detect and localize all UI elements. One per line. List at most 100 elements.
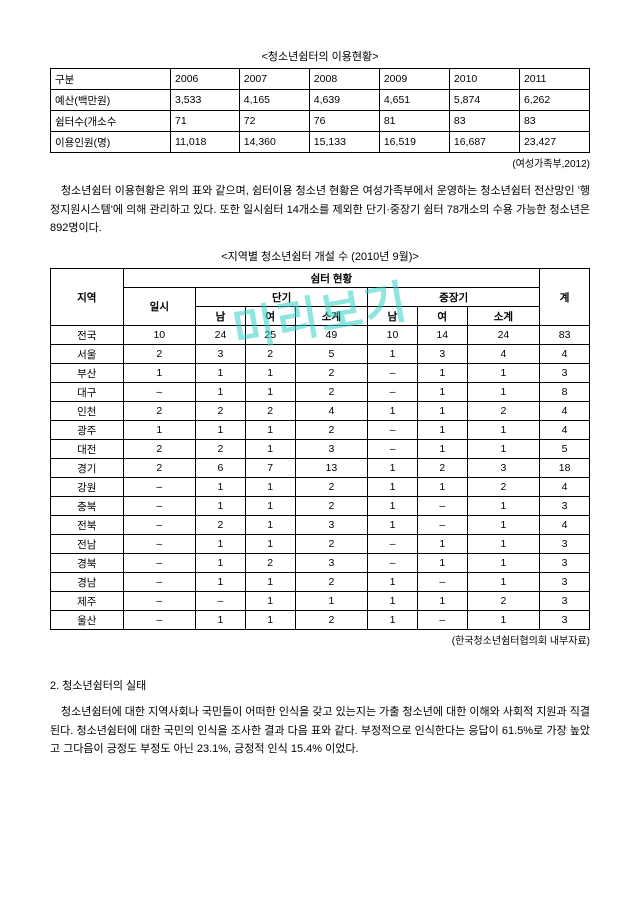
cell: 쉼터수(개소수 — [51, 111, 171, 132]
cell: 2010 — [449, 69, 519, 90]
cell: 1 — [196, 611, 246, 630]
cell: 인천 — [51, 402, 124, 421]
cell: 제주 — [51, 592, 124, 611]
table-row: 대구–112–118 — [51, 383, 590, 402]
cell: 24 — [196, 326, 246, 345]
cell: 3 — [295, 554, 368, 573]
cell: 81 — [379, 111, 449, 132]
cell: 2 — [196, 440, 246, 459]
cell: 1 — [467, 383, 540, 402]
table-row: 지역 쉼터 현황 계 — [51, 269, 590, 288]
table-row: 구분 2006 2007 2008 2009 2010 2011 — [51, 69, 590, 90]
cell: 1 — [295, 592, 368, 611]
cell: 11,018 — [171, 132, 240, 153]
cell: 1 — [417, 478, 467, 497]
cell: 2 — [196, 516, 246, 535]
cell: 2 — [196, 402, 246, 421]
cell: 1 — [368, 516, 418, 535]
cell: 13 — [295, 459, 368, 478]
table2-regional-shelters: 지역 쉼터 현황 계 일시 단기 중장기 남 여 소계 남 여 소계 전국102… — [50, 268, 590, 630]
cell: 1 — [467, 440, 540, 459]
table-row: 전남–112–113 — [51, 535, 590, 554]
cell: 83 — [449, 111, 519, 132]
cell: 83 — [519, 111, 589, 132]
col-ilsi: 일시 — [123, 288, 196, 326]
table-row: 예산(백만원) 3,533 4,165 4,639 4,651 5,874 6,… — [51, 90, 590, 111]
cell: 1 — [196, 535, 246, 554]
cell: 1 — [467, 611, 540, 630]
cell: 1 — [368, 611, 418, 630]
cell: 2 — [295, 535, 368, 554]
cell: 전국 — [51, 326, 124, 345]
cell: 5 — [540, 440, 590, 459]
table-row: 일시 단기 중장기 — [51, 288, 590, 307]
cell: 4 — [540, 516, 590, 535]
cell: – — [123, 497, 196, 516]
cell: 2007 — [239, 69, 309, 90]
cell: 3,533 — [171, 90, 240, 111]
cell: 2 — [295, 364, 368, 383]
cell: – — [368, 421, 418, 440]
cell: – — [123, 383, 196, 402]
cell: 2 — [245, 402, 295, 421]
table-row: 광주1112–114 — [51, 421, 590, 440]
table2-source: (한국청소년쉼터협의회 내부자료) — [50, 632, 590, 647]
table-row: 쉼터수(개소수 71 72 76 81 83 83 — [51, 111, 590, 132]
cell: 10 — [123, 326, 196, 345]
cell: 1 — [417, 421, 467, 440]
cell: 예산(백만원) — [51, 90, 171, 111]
cell: 1 — [245, 592, 295, 611]
table-row: 서울23251344 — [51, 345, 590, 364]
cell: 3 — [196, 345, 246, 364]
cell: 4 — [295, 402, 368, 421]
table-row: 부산1112–113 — [51, 364, 590, 383]
cell: 3 — [417, 345, 467, 364]
cell: 1 — [417, 535, 467, 554]
cell: – — [196, 592, 246, 611]
cell: 3 — [295, 440, 368, 459]
cell: 2 — [295, 497, 368, 516]
cell: 72 — [239, 111, 309, 132]
cell: 4,165 — [239, 90, 309, 111]
cell: 부산 — [51, 364, 124, 383]
cell: 경남 — [51, 573, 124, 592]
cell: 3 — [540, 611, 590, 630]
table-row: 경기2671312318 — [51, 459, 590, 478]
cell: 3 — [540, 364, 590, 383]
cell: 1 — [245, 516, 295, 535]
cell: 강원 — [51, 478, 124, 497]
cell: 76 — [309, 111, 379, 132]
table-row: 울산–1121–13 — [51, 611, 590, 630]
table-row: 경남–1121–13 — [51, 573, 590, 592]
cell: 1 — [196, 478, 246, 497]
cell: 1 — [467, 516, 540, 535]
cell: 16,687 — [449, 132, 519, 153]
cell: 1 — [123, 364, 196, 383]
cell: 23,427 — [519, 132, 589, 153]
cell: 5,874 — [449, 90, 519, 111]
cell: 1 — [467, 421, 540, 440]
col-yeo: 여 — [417, 307, 467, 326]
cell: 1 — [196, 554, 246, 573]
cell: – — [417, 516, 467, 535]
cell: 1 — [196, 421, 246, 440]
cell: 3 — [540, 497, 590, 516]
cell: 15,133 — [309, 132, 379, 153]
cell: 1 — [368, 573, 418, 592]
cell: 1 — [368, 497, 418, 516]
col-nam: 남 — [368, 307, 418, 326]
cell: 7 — [245, 459, 295, 478]
cell: 1 — [417, 364, 467, 383]
cell: 1 — [368, 402, 418, 421]
cell: 83 — [540, 326, 590, 345]
cell: 1 — [467, 535, 540, 554]
col-nam: 남 — [196, 307, 246, 326]
cell: 1 — [245, 421, 295, 440]
table1-usage-status: 구분 2006 2007 2008 2009 2010 2011 예산(백만원)… — [50, 68, 590, 153]
cell: 4 — [540, 421, 590, 440]
cell: 1 — [368, 459, 418, 478]
table-row: 전국1024254910142483 — [51, 326, 590, 345]
cell: 구분 — [51, 69, 171, 90]
col-sogye: 소계 — [295, 307, 368, 326]
cell: 4 — [467, 345, 540, 364]
